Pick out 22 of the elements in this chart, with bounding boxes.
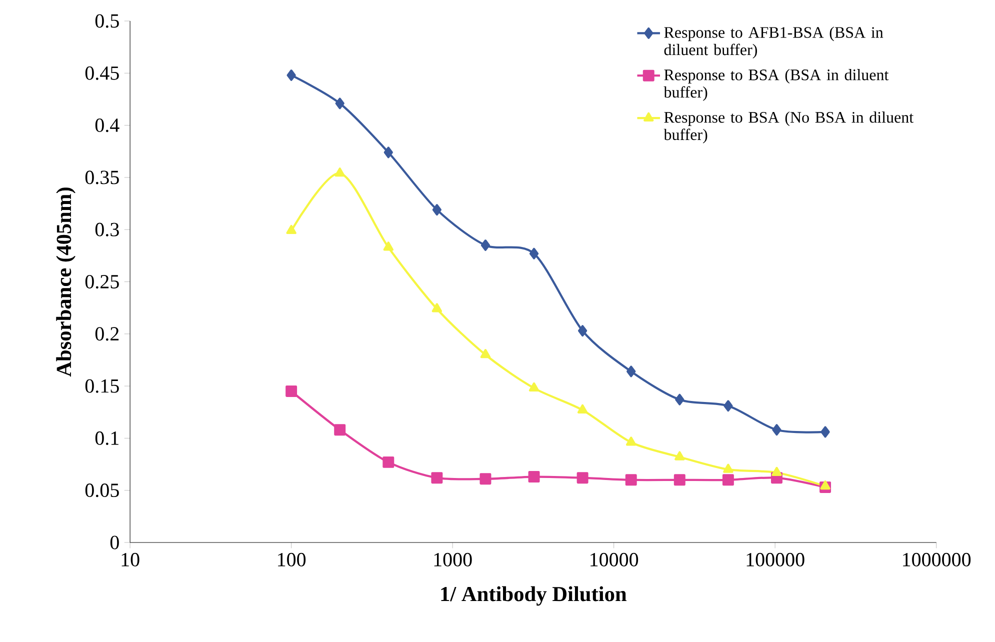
y-axis-title: Absorbance (405nm) [56,188,76,377]
y-tick-label: 0.4 [95,118,120,132]
x-tick-label: 10 [122,553,140,567]
y-tick-label: 0.35 [85,170,119,184]
x-tick-label: 100 [278,553,306,567]
y-tick-label: 0.2 [95,327,119,341]
legend-label: Response to BSA (BSA in diluent buffer) [664,69,889,102]
y-tick-label: 0.45 [85,66,119,80]
y-tick-label: 0 [110,536,119,550]
x-tick-label: 100000 [746,553,804,567]
x-axis-title: 1/ Antibody Dilution [441,586,627,606]
x-tick-label: 10000 [590,553,638,567]
y-tick-label: 0.1 [95,432,118,446]
y-tick-label: 0.05 [85,484,119,498]
y-tick-label: 0.25 [85,275,119,289]
legend-label: Response to AFB1-BSA (BSA in diluent buffer) [664,26,884,59]
y-tick-label: 0.5 [95,14,119,28]
legend-label: Response to BSA (No BSA in diluent buffer) [664,112,914,144]
x-tick-label: 1000000 [903,553,971,567]
x-tick-label: 1000 [434,553,472,567]
y-tick-label: 0.3 [95,223,119,237]
y-tick-label: 0.15 [85,379,119,394]
